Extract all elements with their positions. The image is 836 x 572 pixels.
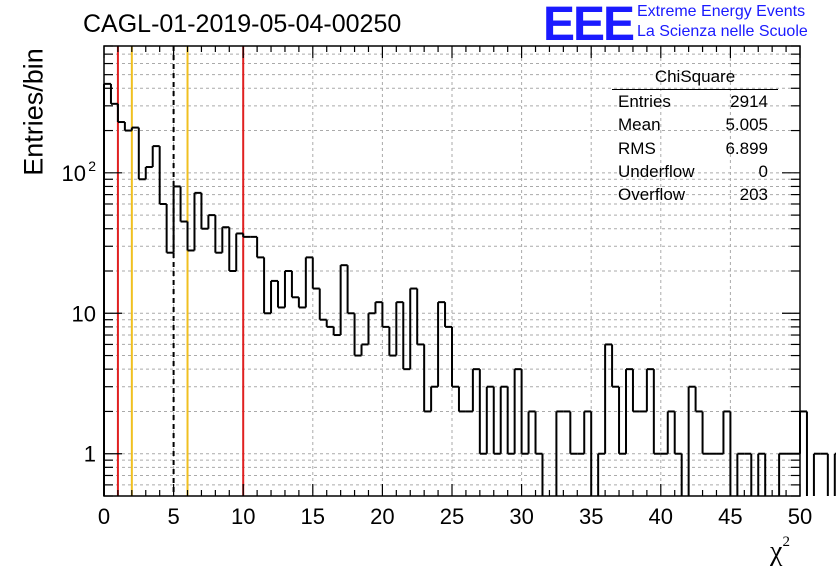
- stats-value: 2914: [730, 92, 768, 111]
- stats-value: 6.899: [725, 138, 768, 158]
- y-tick-superscript: 2: [88, 158, 96, 174]
- x-tick-label: 30: [509, 504, 533, 529]
- stats-row-rms: RMS 6.899: [612, 137, 778, 160]
- y-tick-label: 10: [72, 301, 96, 326]
- stats-title: ChiSquare: [612, 67, 778, 90]
- eee-logo: EEE: [543, 0, 635, 51]
- stats-value: 203: [739, 185, 768, 205]
- stats-label: RMS: [618, 138, 656, 158]
- x-tick-label: 5: [167, 504, 179, 529]
- x-tick-label: 15: [301, 504, 325, 529]
- x-tick-label: 20: [370, 504, 394, 529]
- x-tick-label: 50: [788, 504, 812, 529]
- x-tick-label: 25: [440, 504, 464, 529]
- x-tick-label: 10: [231, 504, 255, 529]
- stats-label: Underflow: [618, 161, 695, 181]
- stats-label: Entries: [618, 92, 671, 111]
- stats-row-entries: Entries 2914: [612, 90, 778, 113]
- x-axis-label-superscript: 2: [782, 533, 790, 550]
- x-tick-label: 45: [718, 504, 742, 529]
- stats-row-mean: Mean 5.005: [612, 113, 778, 136]
- stats-value: 5.005: [725, 115, 768, 135]
- stats-value: 0: [758, 161, 768, 181]
- stats-label: Overflow: [618, 185, 686, 205]
- logo-subtitle-1: Extreme Energy Events: [637, 3, 806, 20]
- logo-subtitle-2: La Scienza nelle Scuole: [637, 23, 808, 40]
- stats-label: Mean: [618, 115, 661, 135]
- y-tick-label: 1: [84, 442, 96, 467]
- x-tick-label: 35: [579, 504, 603, 529]
- stats-row-underflow: Underflow 0: [612, 160, 778, 183]
- y-tick-label: 10: [62, 161, 86, 186]
- x-tick-label: 0: [98, 504, 110, 529]
- y-axis-label: Entries/bin: [18, 48, 49, 176]
- x-tick-label: 40: [649, 504, 673, 529]
- stats-box: ChiSquare Entries 2914 Mean 5.005 RMS 6.…: [612, 67, 778, 206]
- run-title: CAGL-01-2019-05-04-00250: [83, 10, 402, 38]
- x-axis-label: χ2: [770, 533, 790, 568]
- x-axis-label-symbol: χ: [770, 536, 783, 567]
- stats-row-overflow: Overflow 203: [612, 183, 778, 206]
